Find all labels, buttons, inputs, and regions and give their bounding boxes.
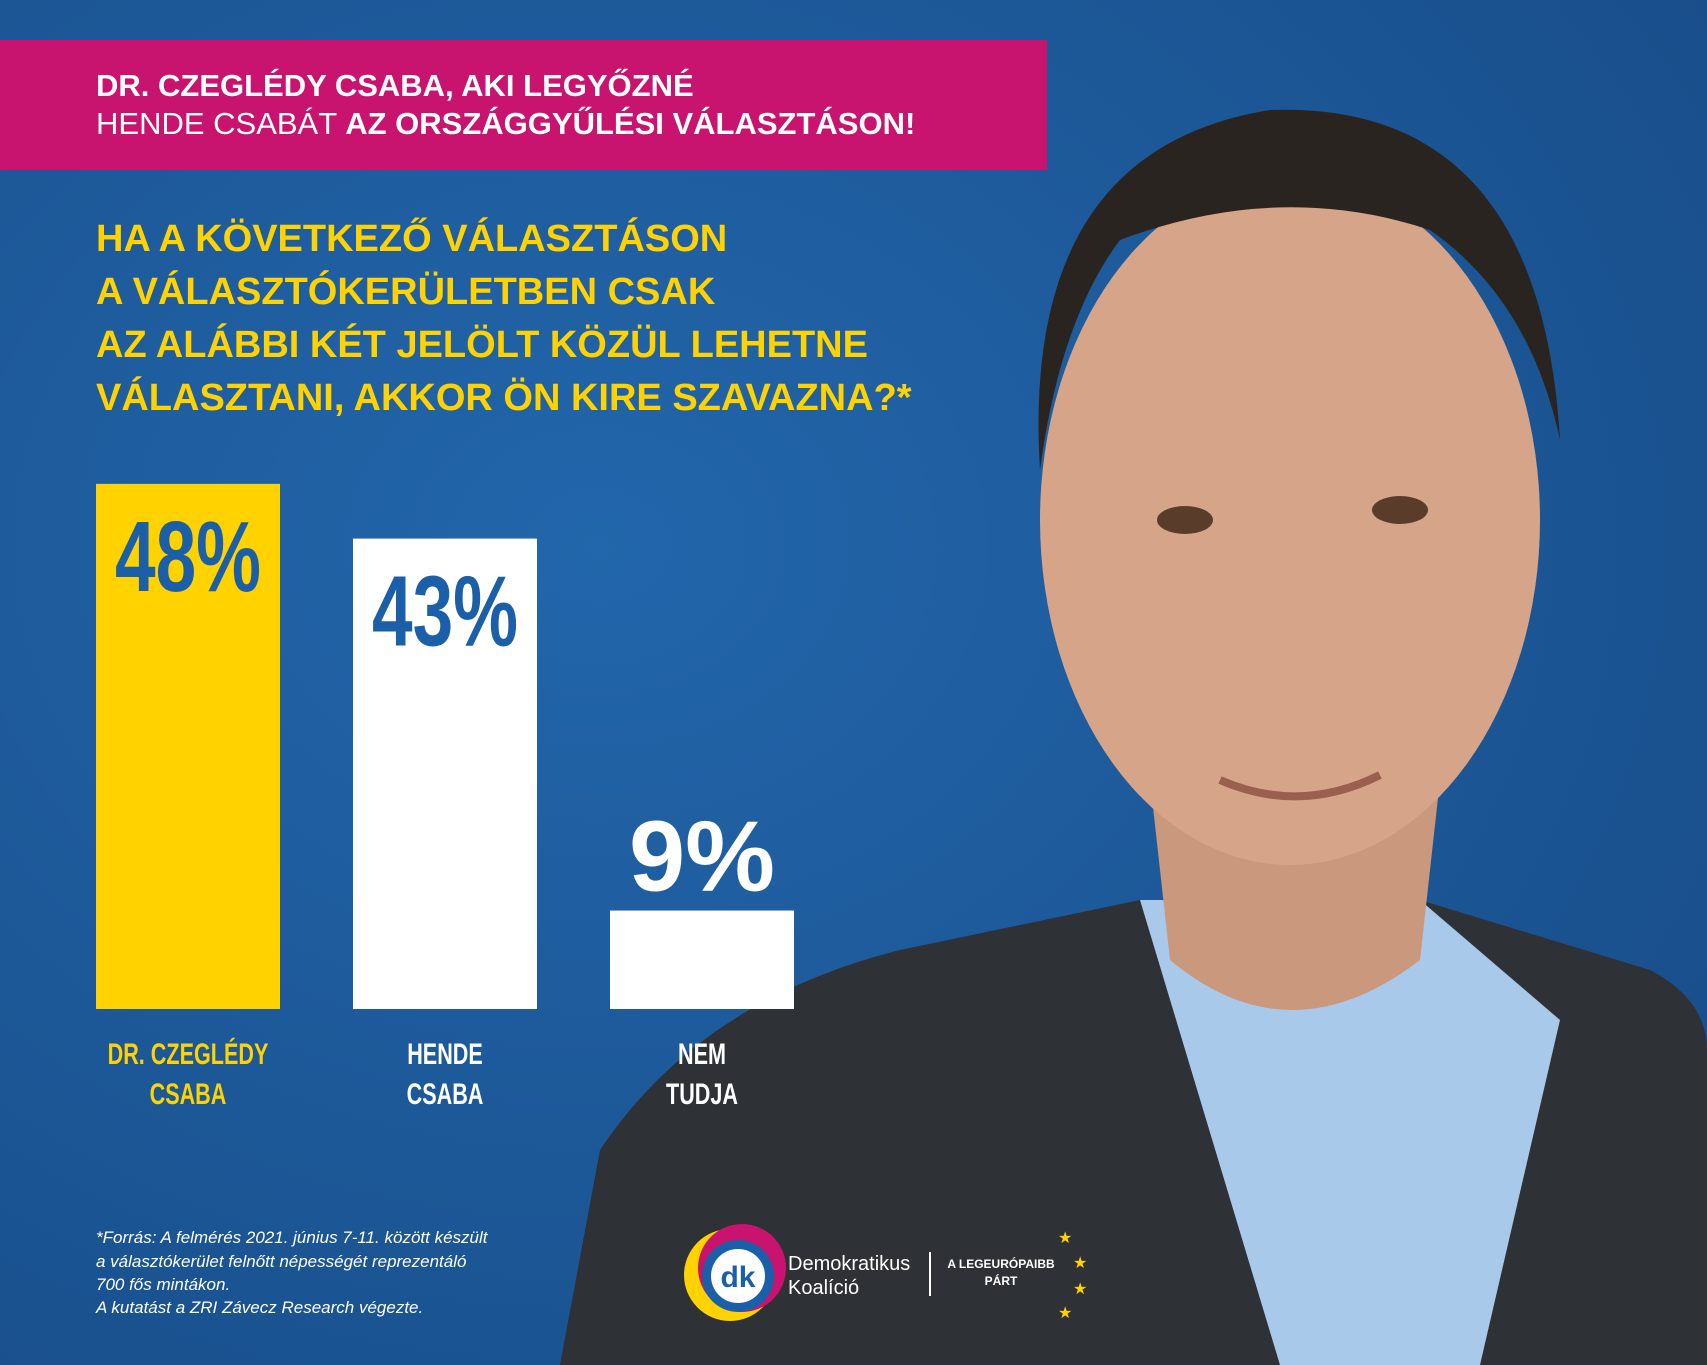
logo-slogan: PÁRT xyxy=(985,1273,1018,1288)
chart-title: A VÁLASZTÓKERÜLETBEN CSAK xyxy=(96,269,716,313)
value-label: 48% xyxy=(115,501,261,613)
chart-title: HA A KÖVETKEZŐ VÁLASZTÁSON xyxy=(96,216,727,260)
chart-title: VÁLASZTANI, AKKOR ÖN KIRE SZAVAZNA?* xyxy=(96,375,912,419)
value-label: 9% xyxy=(629,801,775,913)
chart-title: AZ ALÁBBI KÉT JELÖLT KÖZÜL LEHETNE xyxy=(96,322,868,366)
header-banner xyxy=(0,40,1047,170)
category-label: CSABA xyxy=(407,1076,484,1110)
header-bold: AZ ORSZÁGGYŰLÉSI VÁLASZTÁSON! xyxy=(345,105,915,141)
footnote: A kutatást a ZRI Závecz Research végezte… xyxy=(95,1298,423,1317)
category-label: TUDJA xyxy=(666,1076,738,1110)
category-label: HENDE xyxy=(407,1036,483,1070)
bar xyxy=(96,483,280,1009)
value-label: 43% xyxy=(372,556,518,668)
logo-name: Demokratikus xyxy=(788,1253,910,1275)
bar xyxy=(353,538,537,1009)
logo-slogan: A LEGEURÓPAIBB xyxy=(947,1256,1055,1271)
svg-text:★: ★ xyxy=(1058,1230,1072,1247)
header-light: HENDE CSABÁT xyxy=(96,106,337,141)
logo: dk Demokratikus Koalíció A LEGEURÓPAIBB … xyxy=(684,1224,1087,1322)
category-label: CSABA xyxy=(150,1076,227,1110)
footnote: a választókerület felnőtt népességét rep… xyxy=(96,1252,466,1271)
svg-text:★: ★ xyxy=(1058,1305,1072,1322)
bar xyxy=(610,910,794,1009)
logo-name: Koalíció xyxy=(788,1277,859,1299)
category-label: NEM xyxy=(678,1036,726,1070)
footnote: *Forrás: A felmérés 2021. június 7-11. k… xyxy=(96,1228,489,1247)
footnote: 700 fős mintákon. xyxy=(96,1275,230,1294)
svg-text:★: ★ xyxy=(1073,1281,1087,1298)
portrait xyxy=(560,109,1707,1365)
category-label: DR. CZEGLÉDY xyxy=(108,1036,269,1070)
header-line: DR. CZEGLÉDY CSABA, AKI LEGYŐZNÉ xyxy=(96,67,694,103)
svg-text:★: ★ xyxy=(1073,1255,1087,1272)
header-line: HENDE CSABÁT AZ ORSZÁGGYŰLÉSI VÁLASZTÁSO… xyxy=(96,105,915,141)
logo-mark: dk xyxy=(720,1261,755,1294)
